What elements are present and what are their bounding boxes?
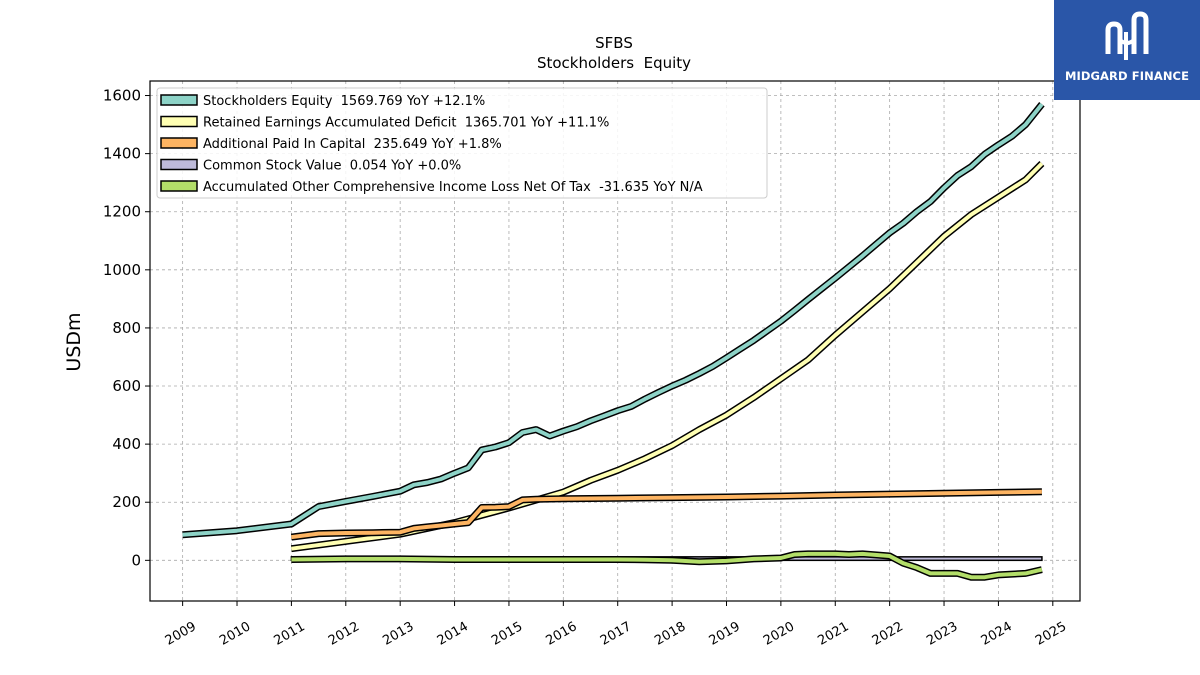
y-tick-label: 1600 <box>103 87 141 105</box>
y-tick-label: 1000 <box>103 261 141 279</box>
legend: Stockholders Equity 1569.769 YoY +12.1% R… <box>156 87 768 199</box>
legend-box <box>156 87 768 199</box>
legend-swatch <box>160 158 198 171</box>
x-tick-label: 2013 <box>380 619 416 649</box>
legend-swatch <box>160 180 198 192</box>
series-2 <box>290 488 1042 541</box>
y-tick-label: 200 <box>112 493 141 511</box>
series-line <box>291 489 1042 540</box>
y-tick-label: 400 <box>112 435 141 453</box>
x-tick-label: 2021 <box>815 619 851 649</box>
y-axis: 0 200 400 600 800 1000 1200 1400 1600 <box>103 87 150 569</box>
x-tick-label: 2020 <box>761 619 797 649</box>
legend-swatch <box>160 137 198 149</box>
x-tick-label: 2012 <box>326 619 362 649</box>
x-tick-label: 2016 <box>544 619 580 649</box>
x-tick-label: 2025 <box>1033 619 1069 649</box>
logo-text: MIDGARD FINANCE <box>1064 69 1190 83</box>
x-tick-label: 2019 <box>707 619 743 649</box>
y-tick-label: 1200 <box>103 203 141 221</box>
x-tick-label: 2015 <box>489 619 525 649</box>
x-tick-label: 2010 <box>217 619 253 649</box>
legend-label: Additional Paid In Capital 235.649 YoY +… <box>203 137 502 152</box>
x-tick-label: 2018 <box>652 619 688 649</box>
series-line <box>182 102 1044 537</box>
y-tick-label: 1400 <box>103 145 141 163</box>
y-axis-label: USDm <box>63 312 85 371</box>
series-line <box>291 551 1043 580</box>
x-tick-label: 2022 <box>870 619 906 649</box>
x-axis: 2009 2010 2011 2012 2013 2014 2015 2016 2017 2018… <box>163 601 1069 649</box>
y-tick-label: 0 <box>131 551 141 569</box>
series-0 <box>182 102 1045 539</box>
chart-subtitle: Stockholders Equity <box>537 54 691 72</box>
x-tick-label: 2009 <box>163 619 199 649</box>
legend-label: Common Stock Value 0.054 YoY +0.0% <box>203 159 461 174</box>
legend-label: Retained Earnings Accumulated Deficit 13… <box>203 116 609 131</box>
legend-swatch <box>160 94 198 106</box>
logo-mark-icon <box>1105 11 1149 60</box>
x-tick-label: 2017 <box>598 619 634 649</box>
chart-title: SFBS <box>595 34 633 52</box>
x-tick-label: 2014 <box>435 619 471 649</box>
legend-swatch <box>160 115 198 128</box>
plot-frame <box>149 80 1081 602</box>
y-tick-label: 600 <box>112 377 141 395</box>
y-tick-label: 800 <box>112 319 141 337</box>
series-layer <box>182 102 1045 581</box>
x-tick-label: 2024 <box>979 619 1015 649</box>
x-tick-label: 2011 <box>272 619 308 649</box>
logo: MIDGARD FINANCE <box>1054 0 1200 100</box>
legend-label: Accumulated Other Comprehensive Income L… <box>203 180 703 195</box>
series-4 <box>291 550 1043 581</box>
legend-label: Stockholders Equity 1569.769 YoY +12.1% <box>203 94 485 109</box>
x-tick-label: 2023 <box>924 619 960 649</box>
